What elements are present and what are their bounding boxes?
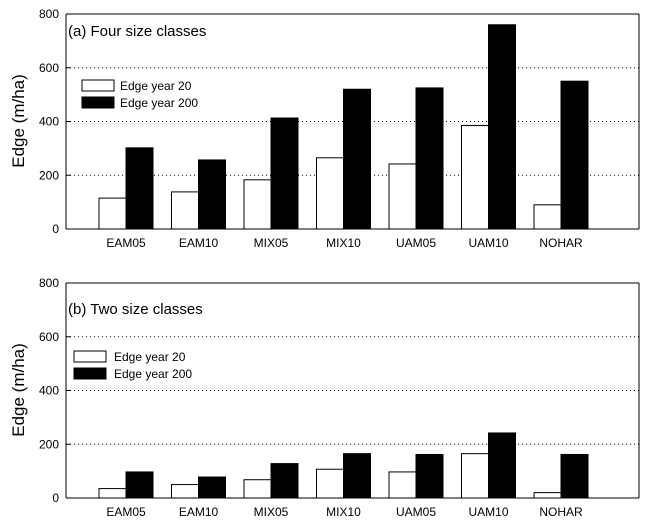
bars xyxy=(98,432,589,499)
bar-edge-year-20 xyxy=(98,197,127,230)
y-tick-label: 400 xyxy=(39,115,59,129)
y-tick-label: 800 xyxy=(39,7,59,21)
x-category-label: UAM05 xyxy=(396,236,436,250)
bar-edge-year-200 xyxy=(488,24,516,230)
legend: Edge year 20 Edge year 200 xyxy=(73,350,192,381)
bar-edge-year-200 xyxy=(125,147,154,230)
bar-edge-year-20 xyxy=(388,471,417,499)
y-axis-label: Edge (m/ha) xyxy=(9,343,28,437)
bar-edge-year-20 xyxy=(533,492,562,499)
legend-swatch-year-20 xyxy=(73,350,107,363)
bar-edge-year-200 xyxy=(415,453,444,499)
y-tick-label: 0 xyxy=(52,491,59,505)
bar-edge-year-200 xyxy=(560,80,589,230)
y-tick-label: 600 xyxy=(39,330,59,344)
legend-label-year-200: Edge year 200 xyxy=(120,96,198,110)
bar-edge-year-200 xyxy=(270,463,299,499)
bar-edge-year-200 xyxy=(488,432,516,499)
legend-label-year-20: Edge year 20 xyxy=(120,79,192,93)
y-ticks: 0 200 400 600 800 xyxy=(39,276,71,505)
bar-edge-year-20 xyxy=(171,484,199,499)
bar-edge-year-20 xyxy=(388,163,417,230)
bars xyxy=(98,24,589,230)
legend-label-year-200: Edge year 200 xyxy=(114,367,192,381)
x-labels: EAM05 EAM10 MIX05 MIX10 UAM05 UAM10 NOHAR xyxy=(106,505,583,519)
x-labels: EAM05 EAM10 MIX05 MIX10 UAM05 UAM10 NOHAR xyxy=(106,236,583,250)
bar-edge-year-200 xyxy=(415,87,444,230)
y-tick-label: 800 xyxy=(39,276,59,290)
y-ticks: 0 200 400 600 800 xyxy=(39,7,71,236)
legend-label-year-20: Edge year 20 xyxy=(114,350,186,364)
x-category-label: EAM05 xyxy=(106,236,146,250)
x-category-label: EAM10 xyxy=(179,236,219,250)
x-category-label: UAM10 xyxy=(468,505,508,519)
legend-swatch-year-200 xyxy=(73,367,107,380)
y-tick-label: 400 xyxy=(39,384,59,398)
x-category-label: NOHAR xyxy=(539,236,583,250)
x-category-label: EAM05 xyxy=(106,505,146,519)
bar-edge-year-20 xyxy=(533,204,562,230)
bar-edge-year-200 xyxy=(343,453,371,499)
bar-edge-year-200 xyxy=(125,471,154,499)
panel-title: (b) Two size classes xyxy=(68,301,203,318)
bar-edge-year-200 xyxy=(198,476,226,499)
x-category-label: UAM05 xyxy=(396,505,436,519)
y-tick-label: 200 xyxy=(39,168,59,182)
bar-edge-year-200 xyxy=(343,88,371,230)
x-category-label: EAM10 xyxy=(179,505,219,519)
legend-swatch-year-200 xyxy=(81,96,115,109)
x-category-label: NOHAR xyxy=(539,505,583,519)
panel-b-two-size-classes: 0 200 400 600 800 EAM05 EAM10 MIX05 MIX10 UAM05 U… xyxy=(9,276,640,519)
y-tick-label: 200 xyxy=(39,437,59,451)
bar-edge-year-20 xyxy=(243,179,272,230)
bar-edge-year-20 xyxy=(461,125,489,230)
panel-title: (a) Four size classes xyxy=(68,23,206,40)
bar-edge-year-200 xyxy=(270,117,299,230)
y-tick-label: 0 xyxy=(52,222,59,236)
bar-edge-year-20 xyxy=(171,191,199,230)
panel-a-four-size-classes: 0 200 400 600 800 EAM05 EAM10 MIX05 MIX10 UAM05 U… xyxy=(9,7,640,250)
x-category-label: MIX10 xyxy=(326,505,361,519)
x-category-label: MIX05 xyxy=(254,236,289,250)
bar-edge-year-20 xyxy=(98,488,127,499)
bar-edge-year-20 xyxy=(316,468,344,499)
bar-edge-year-20 xyxy=(316,157,344,230)
bar-edge-year-200 xyxy=(560,453,589,499)
bar-edge-year-200 xyxy=(198,159,226,230)
x-category-label: UAM10 xyxy=(468,236,508,250)
y-axis-label: Edge (m/ha) xyxy=(9,74,28,168)
bar-edge-year-20 xyxy=(461,453,489,499)
x-category-label: MIX10 xyxy=(326,236,361,250)
bar-edge-year-20 xyxy=(243,479,272,499)
x-category-label: MIX05 xyxy=(254,505,289,519)
legend: Edge year 20 Edge year 200 xyxy=(81,79,198,110)
y-tick-label: 600 xyxy=(39,61,59,75)
legend-swatch-year-20 xyxy=(81,79,115,92)
